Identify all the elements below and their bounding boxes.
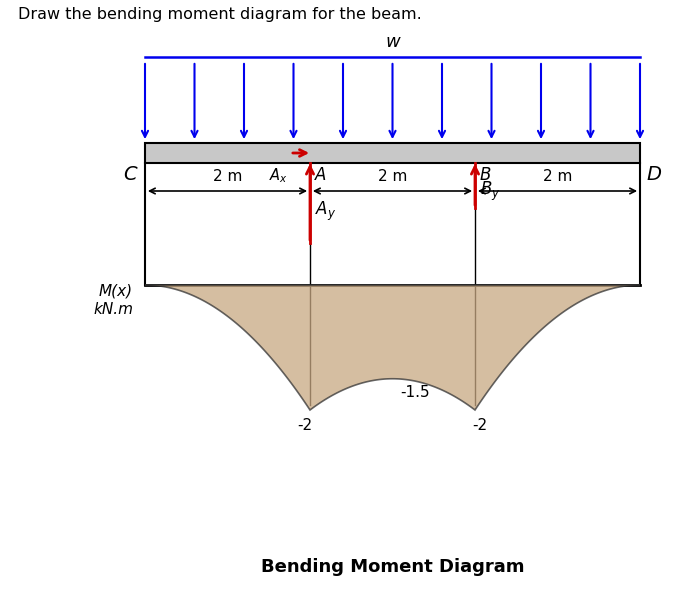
Text: 2 m: 2 m [378, 169, 407, 184]
Text: -1.5: -1.5 [400, 385, 430, 400]
Text: -2: -2 [298, 418, 313, 433]
Polygon shape [145, 285, 640, 410]
Text: 2 m: 2 m [213, 169, 242, 184]
Text: $B_y$: $B_y$ [480, 180, 500, 202]
Text: $A_y$: $A_y$ [315, 199, 336, 223]
Text: C: C [123, 165, 137, 184]
Text: M(x)
kN.m: M(x) kN.m [93, 283, 133, 317]
Text: Draw the bending moment diagram for the beam.: Draw the bending moment diagram for the … [18, 7, 421, 23]
Text: -2: -2 [473, 418, 488, 433]
Text: $A_x$: $A_x$ [269, 166, 288, 184]
Text: Bending Moment Diagram: Bending Moment Diagram [260, 558, 524, 576]
Text: 2 m: 2 m [542, 169, 572, 184]
Bar [145, 143, 640, 163]
Text: $A$: $A$ [314, 166, 327, 184]
Text: D: D [646, 165, 661, 184]
Text: $B$: $B$ [479, 166, 491, 184]
Text: w: w [385, 33, 400, 51]
